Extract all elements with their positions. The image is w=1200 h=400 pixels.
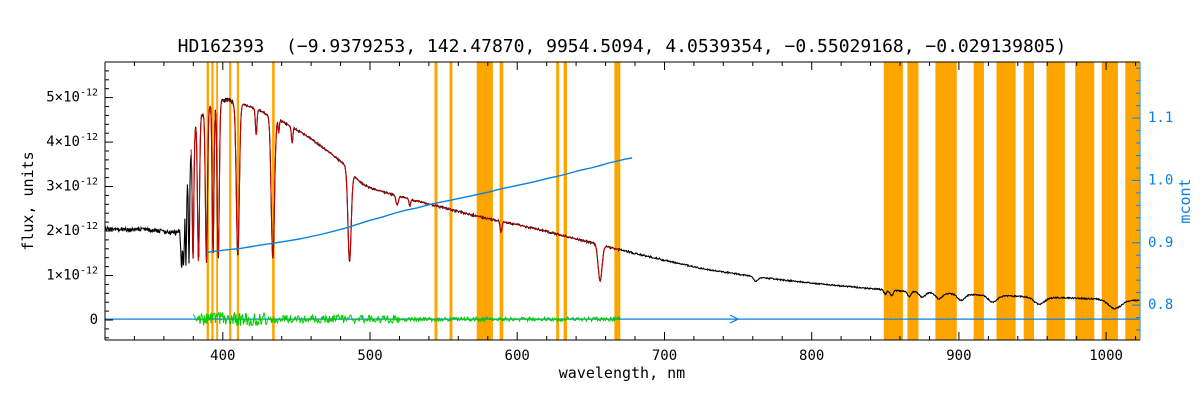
x-axis-label: wavelength, nm [558, 364, 686, 382]
y-left-tick-label: 2×10-12 [46, 221, 98, 239]
x-tick-label: 400 [210, 348, 235, 364]
axes-layer [104, 61, 1141, 341]
x-tick-label: 900 [946, 348, 971, 364]
x-tick-label: 600 [505, 348, 530, 364]
y-right-tick-label: 0.9 [1148, 235, 1173, 251]
zero-reference-line [105, 314, 1140, 324]
spectrum-series [104, 97, 1140, 310]
tick-labels: 400 500 600 700 800 900 1000 0 1×10-12 2×10-12 3×1… [46, 88, 1173, 364]
y-left-tick-label: 0 [90, 312, 98, 328]
y-right-tick-label: 1.1 [1148, 110, 1173, 126]
chart-title: HD162393 (−9.9379253, 142.47870, 9954.50… [177, 36, 1067, 57]
residual-series [192, 311, 621, 328]
y-axis-label-right: mcont [1176, 178, 1194, 224]
y-axis-label-left: flux, units [19, 151, 37, 251]
y-left-tick-label: 4×10-12 [46, 132, 98, 150]
x-tick-label: 700 [652, 348, 677, 364]
x-tick-label: 800 [799, 348, 824, 364]
y-left-tick-label: 1×10-12 [46, 266, 98, 284]
right-axis-ticks [1132, 67, 1140, 331]
masked-bands-layer [206, 62, 1140, 340]
y-left-tick-label: 3×10-12 [46, 177, 98, 195]
y-right-tick-label: 1.0 [1148, 172, 1173, 188]
x-tick-label: 1000 [1089, 348, 1123, 364]
x-tick-label: 500 [357, 348, 382, 364]
model-series [190, 99, 621, 283]
y-right-tick-label: 0.8 [1148, 297, 1173, 313]
y-left-tick-label: 5×10-12 [46, 88, 98, 106]
mcont-series [204, 157, 633, 254]
